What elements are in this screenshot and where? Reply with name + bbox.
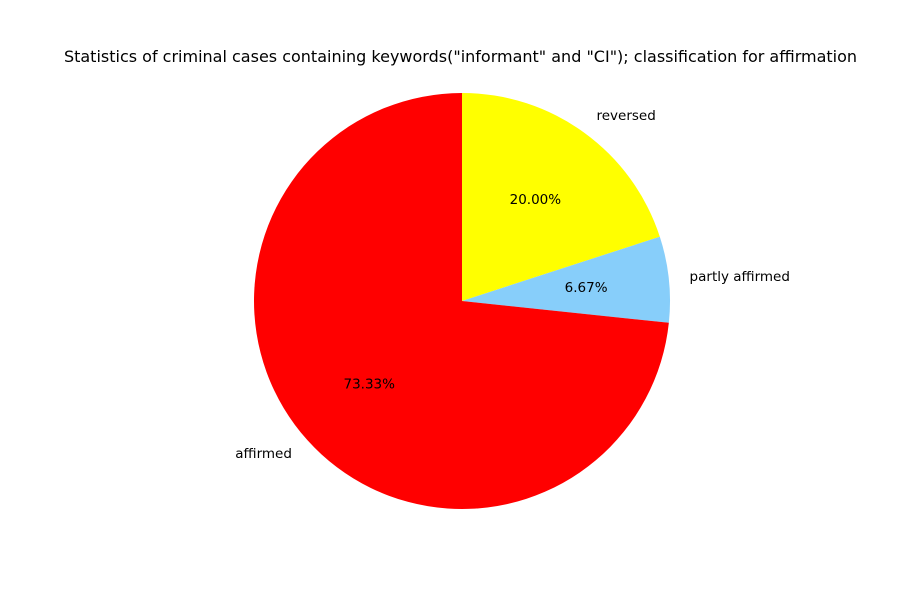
pie-slice-affirmed [254, 93, 669, 510]
pct-label-partly-affirmed: 6.67% [565, 280, 608, 296]
slice-label-affirmed: affirmed [235, 446, 292, 462]
pie-slice-partly-affirmed [462, 236, 671, 323]
pct-label-reversed: 20.00% [510, 192, 562, 208]
chart-title: Statistics of criminal cases containing … [63, 47, 858, 66]
slice-label-reversed: reversed [596, 108, 655, 124]
slice-label-partly-affirmed: partly affirmed [690, 269, 790, 285]
pct-label-affirmed: 73.33% [344, 376, 396, 392]
pie-slice-reversed [462, 93, 660, 301]
